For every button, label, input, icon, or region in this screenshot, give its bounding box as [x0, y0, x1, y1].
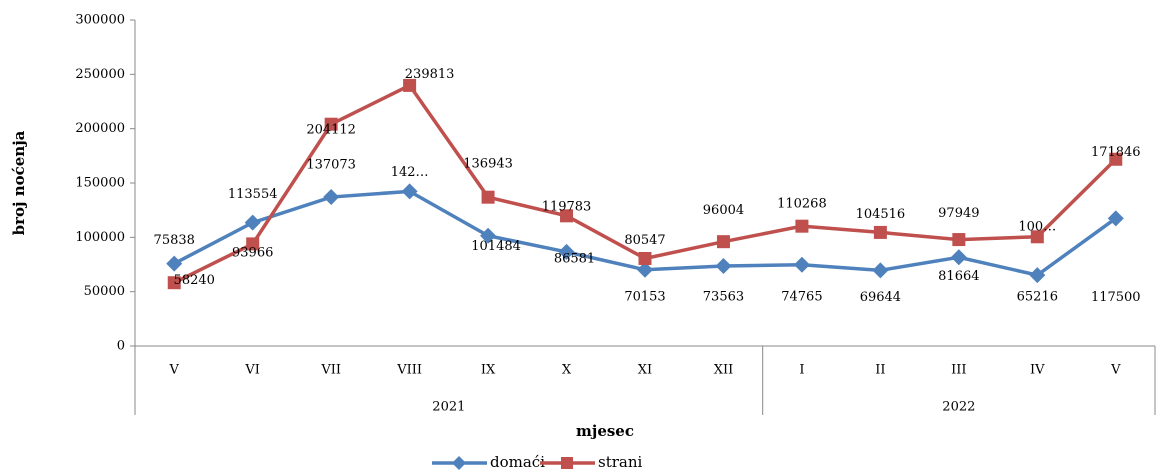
x-tick-label: IX — [481, 363, 496, 378]
x-tick-label: I — [799, 363, 804, 378]
x-tick-label: V — [1110, 363, 1121, 378]
data-label: 73563 — [703, 290, 744, 305]
marker — [1107, 210, 1124, 227]
marker — [401, 183, 418, 200]
y-axis-title: broj noćenja — [10, 130, 28, 235]
marker — [1109, 152, 1123, 166]
y-tick-label: 50000 — [84, 284, 125, 299]
marker — [952, 233, 966, 247]
data-label: 137073 — [306, 158, 356, 173]
data-label: 69644 — [860, 290, 901, 305]
legend-marker — [561, 457, 573, 469]
x-axis-title: mjesec — [576, 422, 634, 440]
marker — [246, 237, 260, 251]
data-label: 136943 — [463, 157, 513, 172]
data-label: 70153 — [624, 289, 665, 304]
y-tick-label: 200000 — [75, 121, 125, 136]
marker — [950, 249, 967, 266]
data-label: 93966 — [232, 245, 273, 260]
data-label: 119783 — [542, 199, 592, 214]
x-tick-label: XII — [714, 363, 734, 378]
marker — [793, 256, 810, 273]
marker — [715, 258, 732, 275]
marker — [637, 261, 653, 278]
marker — [795, 219, 809, 233]
marker — [1029, 267, 1046, 284]
legend-label: domaći — [490, 453, 545, 471]
marker — [323, 189, 340, 206]
marker — [244, 214, 261, 231]
y-tick-label: 100000 — [75, 230, 125, 245]
marker — [1030, 230, 1044, 244]
data-label: 97949 — [938, 206, 979, 221]
marker — [403, 78, 417, 92]
data-label: 74765 — [781, 289, 822, 304]
marker — [167, 276, 181, 290]
x-tick-label: X — [562, 363, 572, 378]
data-label: 81664 — [938, 269, 979, 284]
data-label: 96004 — [703, 203, 744, 218]
marker — [873, 225, 887, 239]
data-label: 239813 — [405, 67, 455, 82]
data-label: 58240 — [174, 273, 215, 288]
marker — [558, 243, 575, 260]
y-tick-label: 300000 — [75, 13, 125, 28]
data-label: 204112 — [306, 123, 356, 138]
marker — [872, 262, 889, 279]
x-group-label: 2021 — [432, 400, 465, 415]
y-tick-label: 150000 — [75, 176, 125, 191]
x-tick-label: XI — [638, 363, 652, 378]
data-label: 86581 — [554, 251, 595, 266]
data-label: 110268 — [777, 197, 827, 212]
x-tick-label: V — [169, 363, 180, 378]
data-label: 117500 — [1091, 290, 1141, 305]
marker — [480, 227, 497, 244]
data-label: 142… — [391, 165, 429, 180]
marker — [324, 117, 338, 131]
x-tick-label: VII — [320, 363, 341, 378]
x-tick-label: VIII — [396, 363, 422, 378]
x-tick-label: IV — [1030, 363, 1045, 378]
marker — [638, 251, 652, 265]
legend-label: strani — [598, 453, 642, 471]
marker — [166, 255, 183, 272]
x-group-label: 2022 — [942, 400, 975, 415]
data-label: 100… — [1018, 219, 1056, 234]
legend-marker — [452, 456, 466, 470]
data-label: 104516 — [856, 207, 906, 222]
y-tick-label: 250000 — [75, 67, 125, 82]
x-tick-label: III — [951, 363, 966, 378]
x-tick-label: II — [875, 363, 885, 378]
data-label: 65216 — [1017, 290, 1058, 305]
x-tick-label: VI — [244, 363, 260, 378]
marker — [481, 190, 495, 204]
marker — [560, 209, 574, 223]
y-tick-label: 0 — [117, 339, 125, 354]
data-label: 75838 — [154, 233, 195, 248]
marker — [716, 235, 730, 249]
data-label: 80547 — [624, 233, 665, 248]
data-label: 171846 — [1091, 145, 1141, 160]
data-label: 113554 — [228, 187, 278, 202]
data-label: 101484 — [471, 239, 521, 254]
